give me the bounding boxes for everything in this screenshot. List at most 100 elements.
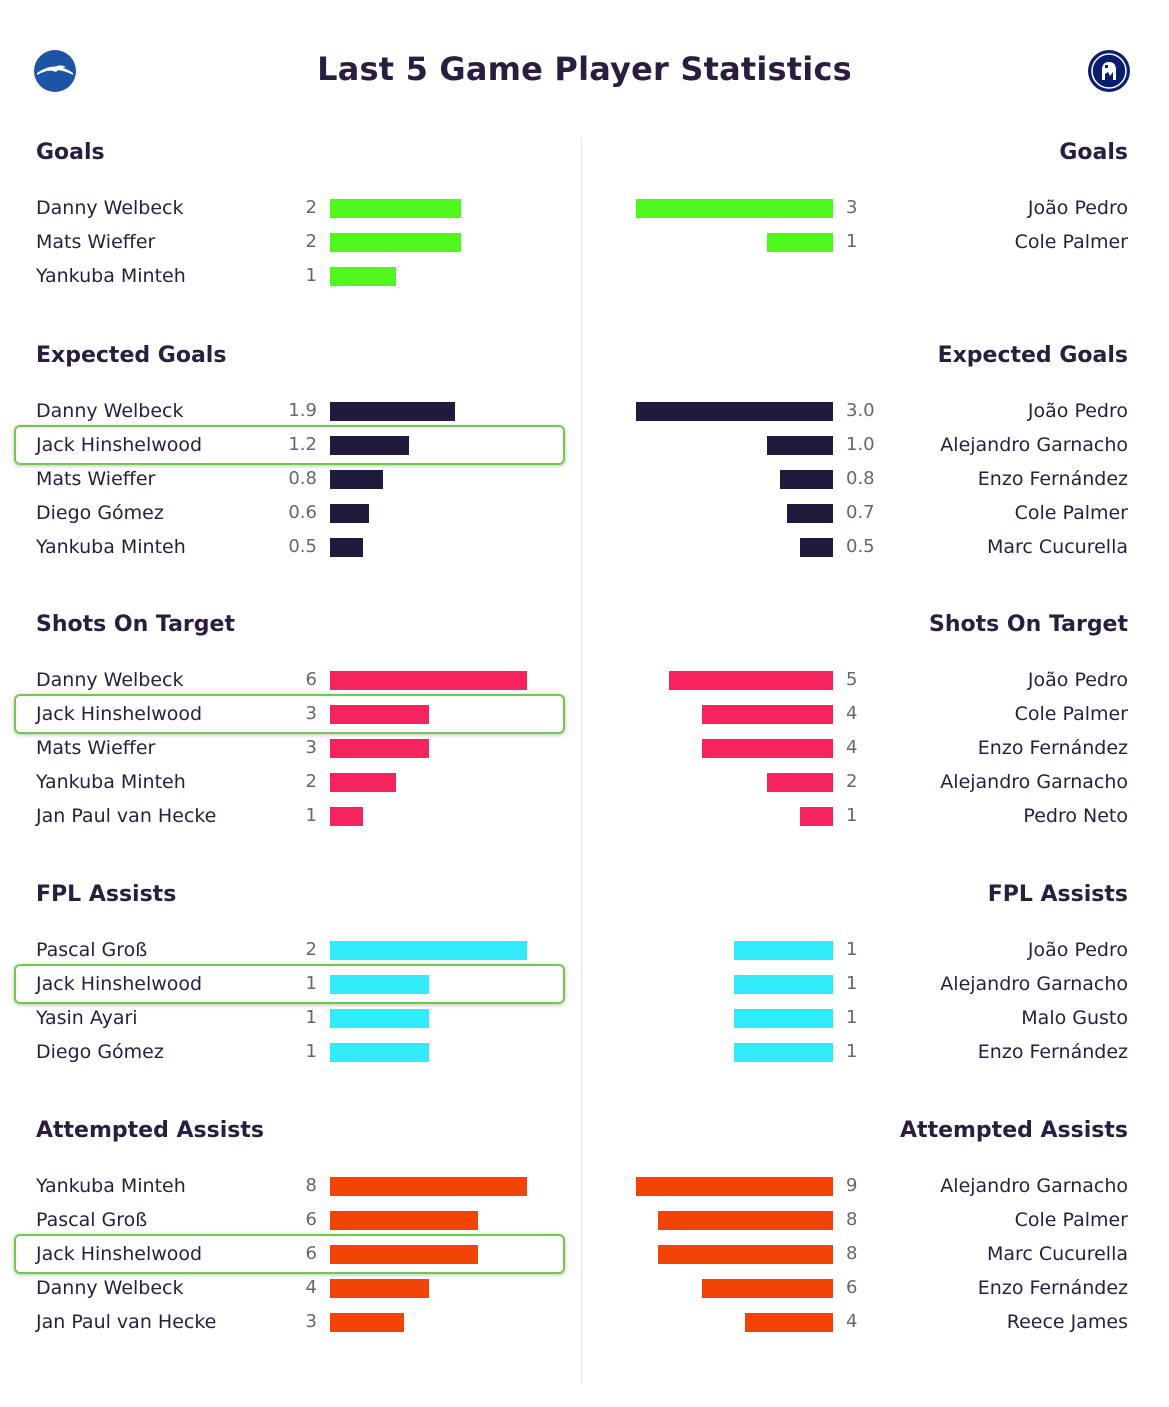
section-title-home: Expected Goals bbox=[36, 343, 227, 368]
data-label: 0.5 bbox=[846, 536, 875, 557]
player-name: João Pedro bbox=[1027, 197, 1128, 219]
bar bbox=[330, 1009, 429, 1028]
bar bbox=[330, 1043, 429, 1062]
highlight-box bbox=[14, 1234, 565, 1274]
data-label: 0.7 bbox=[846, 502, 875, 523]
player-name: Jack Hinshelwood bbox=[36, 434, 203, 456]
player-name: Cole Palmer bbox=[1014, 1209, 1128, 1231]
bar bbox=[800, 538, 833, 557]
bar bbox=[767, 773, 833, 792]
data-label: 1 bbox=[305, 805, 317, 826]
data-label: 2 bbox=[305, 197, 317, 218]
chelsea-crest-icon bbox=[1088, 50, 1130, 92]
bar bbox=[780, 470, 833, 489]
data-label: 1.9 bbox=[288, 400, 317, 421]
player-name: Danny Welbeck bbox=[36, 197, 184, 219]
bar bbox=[734, 1009, 833, 1028]
player-name: Malo Gusto bbox=[1021, 1007, 1128, 1029]
bar bbox=[734, 941, 833, 960]
data-label: 1 bbox=[305, 1007, 317, 1028]
bar bbox=[330, 941, 527, 960]
bar bbox=[658, 1245, 833, 1264]
bar bbox=[330, 1279, 429, 1298]
data-label: 3 bbox=[305, 737, 317, 758]
player-name: Yankuba Minteh bbox=[36, 1175, 186, 1197]
player-name: Marc Cucurella bbox=[987, 536, 1128, 558]
data-label: 9 bbox=[846, 1175, 858, 1196]
bar bbox=[330, 504, 369, 523]
player-name: Cole Palmer bbox=[1014, 231, 1128, 253]
data-label: 0.5 bbox=[288, 536, 317, 557]
section-title-away: Shots On Target bbox=[929, 612, 1128, 637]
bar bbox=[330, 436, 409, 455]
data-label: 1 bbox=[846, 1007, 858, 1028]
player-name: Pedro Neto bbox=[1023, 805, 1128, 827]
player-name: Danny Welbeck bbox=[36, 400, 184, 422]
data-label: 3 bbox=[846, 197, 858, 218]
bar bbox=[330, 402, 455, 421]
bar bbox=[330, 1245, 478, 1264]
data-label: 1 bbox=[846, 973, 858, 994]
bar bbox=[330, 538, 363, 557]
player-name: Marc Cucurella bbox=[987, 1243, 1128, 1265]
player-name: Reece James bbox=[1006, 1311, 1128, 1333]
bar bbox=[745, 1313, 833, 1332]
data-label: 1.2 bbox=[288, 434, 317, 455]
player-name: Enzo Fernández bbox=[977, 737, 1128, 759]
brighton-crest-icon bbox=[34, 50, 76, 92]
section-title-home: Shots On Target bbox=[36, 612, 235, 637]
bar bbox=[787, 504, 833, 523]
data-label: 2 bbox=[846, 771, 858, 792]
player-name: Mats Wieffer bbox=[36, 737, 156, 759]
data-label: 4 bbox=[846, 737, 858, 758]
data-label: 3.0 bbox=[846, 400, 875, 421]
data-label: 0.6 bbox=[288, 502, 317, 523]
player-name: Jack Hinshelwood bbox=[36, 973, 203, 995]
bar bbox=[734, 1043, 833, 1062]
player-name: Danny Welbeck bbox=[36, 1277, 184, 1299]
data-label: 1 bbox=[305, 1041, 317, 1062]
data-label: 6 bbox=[846, 1277, 858, 1298]
bar bbox=[330, 807, 363, 826]
data-label: 6 bbox=[305, 1209, 317, 1230]
player-name: Diego Gómez bbox=[36, 502, 164, 524]
bar bbox=[800, 807, 833, 826]
data-label: 8 bbox=[846, 1209, 858, 1230]
center-divider bbox=[581, 138, 582, 1383]
section-title-away: Goals bbox=[1059, 140, 1128, 165]
bar bbox=[702, 1279, 833, 1298]
player-name: Yankuba Minteh bbox=[36, 265, 186, 287]
bar bbox=[636, 402, 833, 421]
bar bbox=[330, 1211, 478, 1230]
section-title-home: FPL Assists bbox=[36, 882, 177, 907]
data-label: 4 bbox=[305, 1277, 317, 1298]
data-label: 8 bbox=[846, 1243, 858, 1264]
bar bbox=[669, 671, 833, 690]
section-title-home: Goals bbox=[36, 140, 105, 165]
player-name: Mats Wieffer bbox=[36, 231, 156, 253]
bar bbox=[330, 1313, 404, 1332]
player-name: Cole Palmer bbox=[1014, 703, 1128, 725]
bar bbox=[636, 199, 833, 218]
bar bbox=[658, 1211, 833, 1230]
data-label: 2 bbox=[305, 771, 317, 792]
bar bbox=[330, 739, 429, 758]
player-name: Cole Palmer bbox=[1014, 502, 1128, 524]
player-name: Jan Paul van Hecke bbox=[36, 1311, 217, 1333]
player-name: Alejandro Garnacho bbox=[940, 434, 1128, 456]
section-title-home: Attempted Assists bbox=[36, 1118, 264, 1143]
section-title-away: Attempted Assists bbox=[900, 1118, 1128, 1143]
highlight-box bbox=[14, 964, 565, 1004]
player-name: Pascal Groß bbox=[36, 1209, 148, 1231]
player-name: Yankuba Minteh bbox=[36, 536, 186, 558]
player-name: Jack Hinshelwood bbox=[36, 703, 203, 725]
player-name: Alejandro Garnacho bbox=[940, 771, 1128, 793]
player-name: Enzo Fernández bbox=[977, 1041, 1128, 1063]
player-name: Jack Hinshelwood bbox=[36, 1243, 203, 1265]
data-label: 1 bbox=[846, 805, 858, 826]
bar bbox=[330, 233, 461, 252]
bar bbox=[767, 233, 833, 252]
data-label: 4 bbox=[846, 703, 858, 724]
data-label: 3 bbox=[305, 1311, 317, 1332]
